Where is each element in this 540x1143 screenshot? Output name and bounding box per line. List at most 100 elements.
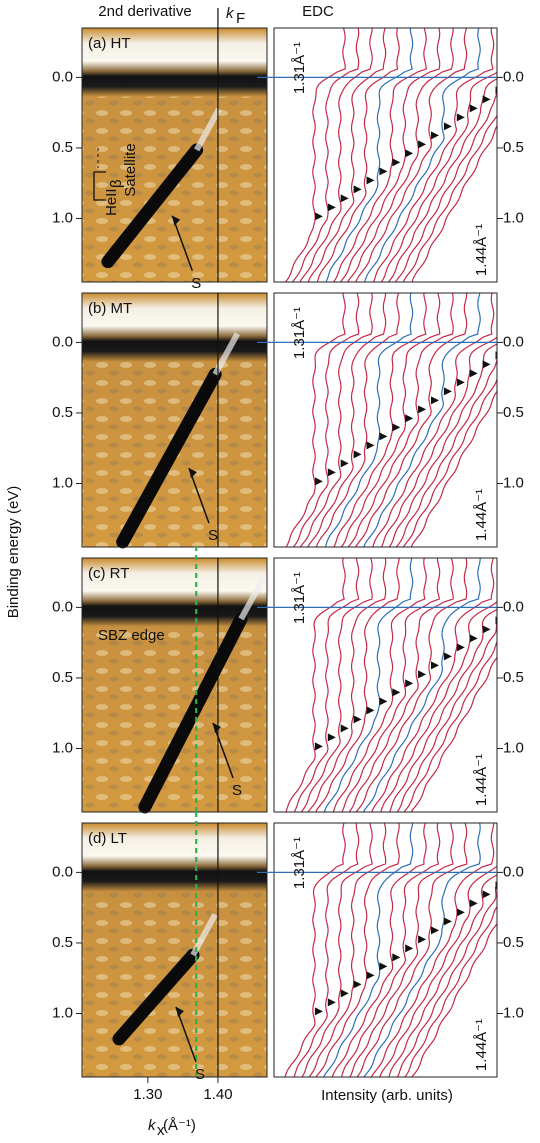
dispersion-streak — [112, 948, 200, 1046]
satellite-bracket — [93, 171, 106, 201]
edc-marker — [431, 926, 439, 935]
arrow-line — [171, 215, 194, 272]
edc-curve — [410, 656, 497, 812]
edc-curve — [354, 293, 468, 547]
edc-marker — [469, 369, 478, 378]
edc-bottom-label: 1.44Å⁻¹ — [473, 489, 490, 541]
edc-marker — [340, 989, 349, 998]
right-x-label: Intensity (arb. units) — [321, 1087, 453, 1104]
edc-curve — [411, 124, 497, 282]
edc-curve — [363, 293, 481, 547]
edc-marker — [418, 405, 427, 414]
arrow-head — [188, 468, 197, 479]
edc-marker — [340, 194, 349, 203]
edc-marker — [366, 706, 375, 715]
edc-curve — [388, 343, 497, 547]
panel-frame — [81, 27, 268, 283]
edc-curve — [331, 823, 427, 1077]
y-tick-label: 0.0 — [52, 333, 73, 350]
edc-marker — [366, 971, 375, 980]
edc-marker — [379, 432, 388, 441]
edc-marker — [353, 185, 362, 194]
edc-marker — [327, 998, 336, 1007]
edc-marker — [443, 122, 452, 131]
y-tick-label-right: 0.0 — [503, 333, 524, 350]
edc-curve — [284, 28, 346, 282]
dispersion-streak-faint — [212, 332, 241, 376]
edc-curve — [364, 28, 481, 282]
panel-title: (c) RT — [88, 565, 129, 582]
edc-marker — [340, 459, 349, 468]
edc-marker — [456, 113, 465, 122]
edc-marker — [405, 944, 414, 953]
edc-curves — [284, 28, 497, 282]
edc-marker — [366, 441, 375, 450]
edc-bottom-label: 1.44Å⁻¹ — [473, 1019, 490, 1071]
edc-group — [273, 557, 498, 813]
edc-marker — [431, 396, 439, 405]
edc-curve — [370, 823, 495, 1077]
edc-marker — [353, 450, 362, 459]
edc-marker — [418, 140, 427, 149]
edc-curve — [348, 558, 454, 812]
edc-curve — [308, 823, 387, 1077]
annotation-s: S — [195, 1066, 205, 1083]
edc-curve — [371, 558, 495, 812]
edc-curve — [379, 865, 497, 1077]
y-tick-label: 0.0 — [52, 68, 73, 85]
annotation-satellite-sub: β — [108, 179, 125, 188]
y-tick-label: 0.0 — [52, 863, 73, 880]
edc-group — [273, 292, 498, 548]
y-tick-label-right: 1.0 — [503, 739, 524, 756]
edc-marker — [327, 733, 336, 742]
edc-curve — [372, 293, 495, 547]
edc-marker — [379, 962, 388, 971]
edc-curve — [323, 823, 414, 1077]
edc-curve — [387, 78, 497, 282]
y-tick-label-right: 0.0 — [503, 598, 524, 615]
edc-marker — [314, 1007, 323, 1016]
annotation-satellite-2: Satellite — [122, 143, 139, 196]
edc-curve — [388, 874, 497, 1077]
y-tick-label: 1.0 — [52, 209, 73, 226]
panel-title: (a) HT — [88, 35, 131, 52]
edc-marker — [482, 890, 491, 899]
edc-curve — [333, 293, 427, 547]
edc-curve — [388, 608, 497, 812]
arrow-head — [172, 215, 181, 226]
edc-curve — [346, 28, 454, 282]
edc-marker — [482, 625, 491, 634]
edc-marker — [456, 378, 465, 387]
annotation-label: SBZ edge — [98, 627, 165, 644]
edc-curve — [404, 905, 497, 1077]
edc-curve — [340, 823, 441, 1077]
edc-marker — [353, 715, 362, 724]
edc-marker — [456, 643, 465, 652]
arrow-line — [175, 1006, 197, 1063]
edc-curve — [323, 558, 414, 812]
edc-marker — [456, 908, 465, 917]
y-axis-label: Binding energy (eV) — [5, 486, 22, 619]
edc-marker — [443, 917, 452, 926]
edc-curve — [316, 28, 400, 282]
edc-marker — [431, 131, 439, 140]
edc-marker — [482, 360, 491, 369]
panel-title: (d) LT — [88, 830, 127, 847]
y-tick-label-right: 0.5 — [503, 139, 524, 156]
y-tick-label: 0.5 — [52, 669, 73, 686]
edc-marker — [314, 212, 323, 221]
edc-curve — [301, 823, 373, 1077]
edc-curve — [380, 71, 497, 282]
y-tick-label-right: 1.0 — [503, 1004, 524, 1021]
edc-curve — [355, 558, 468, 812]
edc-curve — [285, 293, 346, 547]
edc-curve — [291, 28, 360, 282]
edc-curve — [324, 293, 414, 547]
dispersion-streak-faint — [194, 107, 222, 152]
edc-curve — [356, 823, 468, 1077]
edc-marker — [405, 149, 414, 158]
edc-curve — [402, 377, 497, 547]
edc-marker — [469, 104, 478, 113]
edc-marker — [443, 387, 452, 396]
